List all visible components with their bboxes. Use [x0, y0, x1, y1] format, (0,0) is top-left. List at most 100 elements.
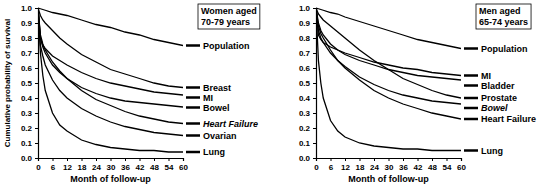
y-tick-label: 0.2 — [299, 124, 311, 133]
legend-label: Population — [481, 44, 528, 54]
legend-label: Heart Failure — [481, 114, 536, 124]
y-tick-mark — [35, 38, 38, 39]
y-tick: 0.6 — [299, 64, 316, 73]
legend-swatch — [464, 74, 478, 77]
legend-swatch — [186, 122, 200, 125]
legend-swatch — [464, 118, 478, 121]
x-tick: 12 — [341, 158, 350, 172]
x-tick-label: 24 — [92, 163, 101, 172]
y-tick-label: 0.7 — [299, 49, 311, 58]
legend-swatch — [186, 96, 200, 99]
x-axis-line — [39, 159, 184, 162]
y-tick-mark — [313, 128, 316, 129]
x-tick-label: 42 — [136, 163, 145, 172]
y-axis: 0.00.10.20.30.40.50.60.70.80.91.0 — [21, 4, 39, 163]
x-tick-label: 36 — [399, 163, 408, 172]
x-tick-label: 30 — [385, 163, 394, 172]
plot-area — [38, 8, 183, 152]
legend-label: Lung — [203, 147, 225, 157]
x-tick: 24 — [92, 158, 101, 172]
y-tick-mark — [313, 53, 316, 54]
legend-swatch — [464, 107, 478, 110]
y-tick-mark — [35, 83, 38, 84]
x-tick-mark — [154, 158, 155, 161]
legend-label: Bowel — [481, 103, 508, 113]
x-tick: 36 — [121, 158, 130, 172]
y-tick: 0.5 — [21, 79, 38, 88]
x-tick-label: 12 — [341, 163, 350, 172]
x-tick-mark — [67, 158, 68, 161]
legend-label: Prostate — [481, 93, 517, 103]
y-tick: 0.3 — [21, 109, 38, 118]
figure: 0.00.10.20.30.40.50.60.70.80.91.00612182… — [0, 0, 549, 191]
series-line — [316, 8, 461, 151]
legend-label: Ovarian — [203, 131, 237, 141]
x-tick-mark — [331, 158, 332, 161]
legend-label: Breast — [203, 83, 231, 93]
y-tick: 0.2 — [299, 124, 316, 133]
x-tick-mark — [374, 158, 375, 161]
x-tick-mark — [461, 158, 462, 161]
x-tick-mark — [125, 158, 126, 161]
x-tick-mark — [96, 158, 97, 161]
legend-label: Heart Failure — [203, 119, 258, 129]
y-tick-label: 0.1 — [21, 139, 33, 148]
y-tick: 0.8 — [21, 34, 38, 43]
series-line — [316, 8, 461, 104]
legend-swatch — [464, 47, 478, 50]
chart: 0.00.10.20.30.40.50.60.70.80.91.00612182… — [3, 4, 260, 184]
x-tick-mark — [345, 158, 346, 161]
series-line — [38, 8, 183, 124]
x-tick-label: 54 — [443, 163, 452, 172]
y-tick-label: 0.3 — [299, 109, 311, 118]
series-line — [38, 8, 183, 107]
legend-swatch — [186, 134, 200, 137]
x-tick-label: 12 — [63, 163, 72, 172]
y-tick: 0.7 — [21, 49, 38, 58]
x-tick-label: 0 — [314, 163, 319, 172]
legend-label: MI — [203, 93, 213, 103]
y-tick-label: 0.6 — [21, 64, 33, 73]
x-tick-label: 0 — [36, 163, 41, 172]
x-tick: 0 — [36, 158, 41, 172]
x-tick-mark — [38, 158, 39, 161]
series-line — [38, 8, 183, 88]
y-tick-mark — [35, 98, 38, 99]
legend-label: Bladder — [481, 81, 515, 91]
series-line — [316, 8, 461, 98]
y-tick-label: 0.8 — [21, 34, 33, 43]
x-tick: 42 — [136, 158, 145, 172]
x-tick: 36 — [399, 158, 408, 172]
x-tick-mark — [403, 158, 404, 161]
y-tick-mark — [35, 143, 38, 144]
legend: PopulationBreastMIBowelHeart FailureOvar… — [186, 41, 258, 157]
legend-label: Lung — [481, 146, 503, 156]
x-tick: 0 — [314, 158, 319, 172]
x-tick-label: 30 — [107, 163, 116, 172]
y-tick-label: 0.0 — [21, 154, 33, 163]
x-tick: 60 — [457, 158, 466, 172]
y-tick: 1.0 — [299, 4, 316, 13]
legend-swatch — [186, 86, 200, 89]
chart-title: Women aged70-79 years — [201, 6, 257, 27]
y-tick-label: 0.8 — [299, 34, 311, 43]
y-tick-label: 1.0 — [21, 4, 33, 13]
y-tick-label: 0.1 — [299, 139, 311, 148]
legend: Population BladderMI ProstateBowelHeart Fa… — [464, 44, 536, 156]
legend-label: MI — [481, 71, 491, 81]
x-tick: 18 — [78, 158, 87, 172]
y-axis-line — [313, 9, 317, 159]
y-tick-label: 0.9 — [299, 19, 311, 28]
y-tick-label: 0.5 — [299, 79, 311, 88]
y-tick: 1.0 — [21, 4, 38, 13]
y-axis: 0.00.10.20.30.40.50.60.70.80.91.0 — [299, 4, 317, 163]
y-tick-mark — [35, 53, 38, 54]
x-tick: 42 — [414, 158, 423, 172]
x-tick-mark — [316, 158, 317, 161]
title-box: Women aged70-79 years — [198, 4, 260, 29]
y-tick-mark — [313, 158, 316, 159]
x-axis-title: Month of follow-up — [70, 174, 151, 184]
y-tick-label: 0.3 — [21, 109, 33, 118]
y-tick-mark — [313, 98, 316, 99]
y-tick-mark — [313, 8, 316, 9]
